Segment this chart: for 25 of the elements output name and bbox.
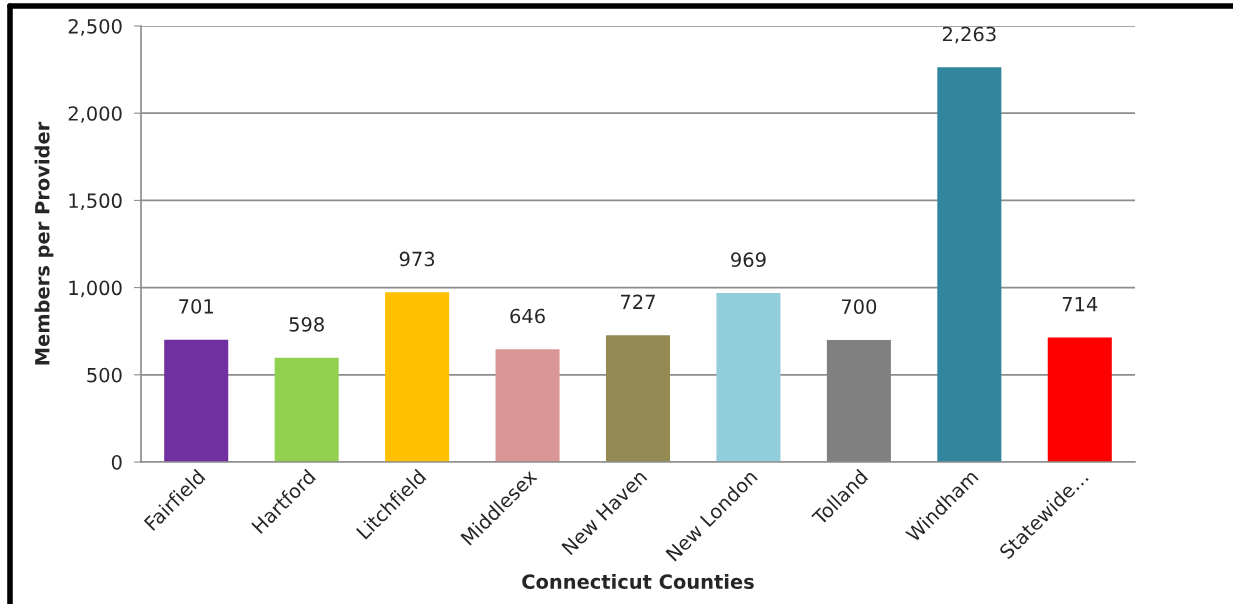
bar xyxy=(385,292,450,462)
x-axis-title: Connecticut Counties xyxy=(522,573,754,590)
y-tick-label: 2,500 xyxy=(68,18,122,36)
bar xyxy=(716,293,781,462)
bar xyxy=(605,335,671,462)
bar xyxy=(274,357,339,462)
data-label: 701 xyxy=(179,299,213,314)
data-label: 714 xyxy=(1062,297,1098,312)
bar xyxy=(1047,337,1112,462)
y-tick-label: 1,500 xyxy=(69,193,122,211)
data-label: 969 xyxy=(731,252,766,268)
data-label: 700 xyxy=(841,299,877,314)
data-label: 2,263 xyxy=(942,26,996,44)
y-tick-label: 2,000 xyxy=(68,106,122,123)
y-tick-label: 500 xyxy=(87,367,122,383)
data-label: 727 xyxy=(621,294,655,309)
data-label: 973 xyxy=(399,251,435,267)
y-tick-label: 1,000 xyxy=(69,280,122,298)
y-tick-label: 0 xyxy=(111,454,122,470)
data-label: 598 xyxy=(289,317,324,332)
data-label: 646 xyxy=(510,308,545,324)
y-axis-title: Members per Provider xyxy=(34,121,54,365)
bar xyxy=(495,349,560,462)
bar xyxy=(937,67,1002,462)
bar xyxy=(164,339,229,462)
